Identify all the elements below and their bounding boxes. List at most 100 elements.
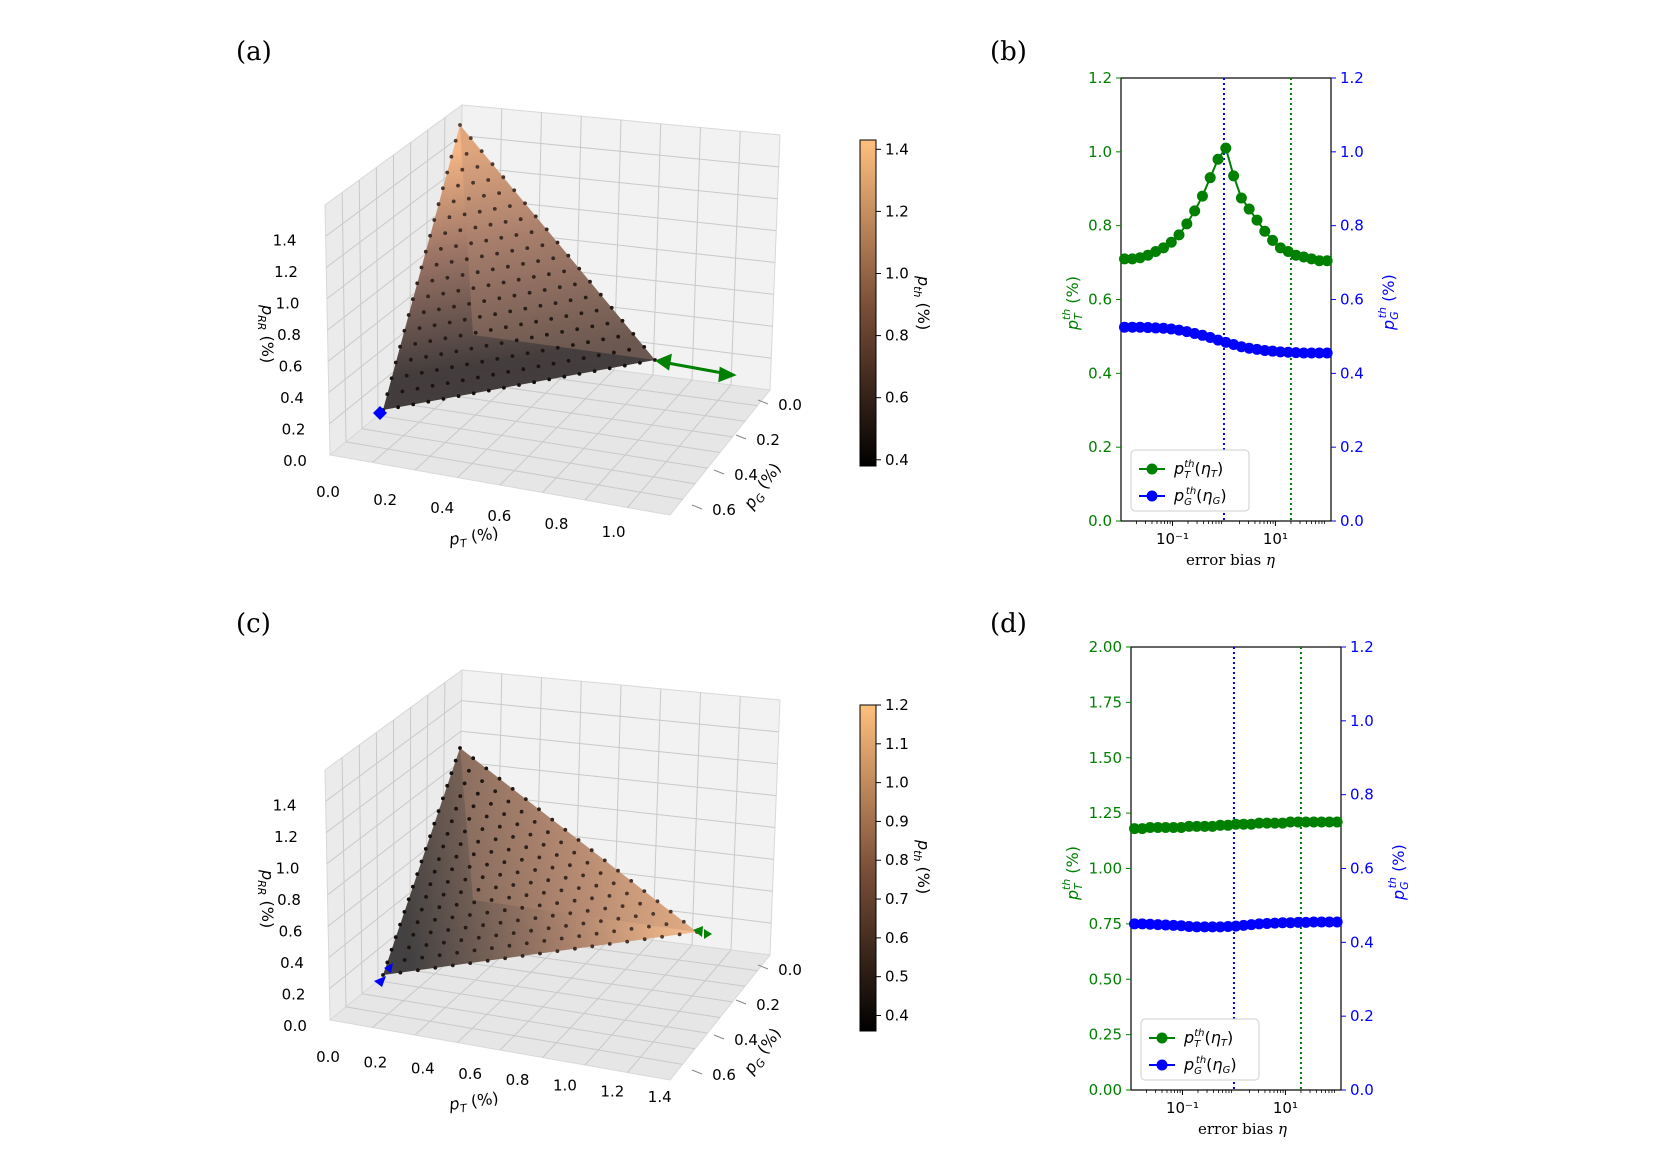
grid-line <box>652 688 662 941</box>
surface-point <box>502 908 507 913</box>
surface-point <box>468 961 473 965</box>
grid-line <box>325 700 462 802</box>
data-point <box>1316 916 1328 928</box>
data-point <box>1251 214 1263 226</box>
data-point <box>1157 242 1169 254</box>
surface-point <box>423 249 428 254</box>
right-tick-label: 1.2 <box>1340 69 1364 87</box>
data-point <box>1144 822 1156 834</box>
grid-line <box>460 761 777 797</box>
surface-point <box>402 958 407 962</box>
z-tick-label: 0.4 <box>280 389 304 407</box>
panel-d-line-plot: 0.00 0.25 0.50 0.75 1.00 1.25 1.50 1.75 2.00 0.0… <box>1060 638 1411 1138</box>
surface-point <box>507 895 511 900</box>
surface-point <box>488 328 493 332</box>
surface-point <box>511 883 516 887</box>
data-point <box>1261 918 1273 930</box>
surface-point <box>497 296 502 301</box>
left-tick-label: 0.8 <box>1088 217 1112 235</box>
surface-point <box>607 366 612 371</box>
surface-point <box>497 776 502 781</box>
surface-point <box>602 858 607 863</box>
surface-point <box>592 369 597 373</box>
surface-point <box>432 869 437 874</box>
surface-point <box>469 241 473 246</box>
surface-point <box>385 960 390 965</box>
z-tick-label: 0.6 <box>279 923 303 941</box>
legend-entry-green: pTth(ηT) <box>1183 1028 1233 1050</box>
grid-line <box>460 165 778 200</box>
surface-point <box>557 285 562 290</box>
surface-point <box>586 340 590 345</box>
x-tick-label: 0.4 <box>430 499 454 517</box>
surface-point <box>506 799 511 804</box>
grid-line <box>584 944 693 1066</box>
x-tick-label: 10⁻¹ <box>1166 1099 1199 1117</box>
data-point <box>1136 918 1148 930</box>
surface-point <box>454 902 459 907</box>
surface-point <box>447 215 452 220</box>
surface-point <box>490 946 494 950</box>
surface-point <box>527 290 532 295</box>
right-tick-label: 0.6 <box>1350 860 1374 878</box>
green-marker <box>693 926 712 939</box>
surface-point <box>516 277 521 282</box>
right-axis-label: pGth (%) <box>1376 274 1401 331</box>
grid-line <box>584 379 693 501</box>
data-point <box>1308 816 1320 828</box>
surface-point <box>411 932 416 937</box>
data-point <box>1167 919 1179 931</box>
right-tick-label: 0.4 <box>1350 933 1374 951</box>
surface-point <box>554 853 559 857</box>
surface-point <box>458 746 462 750</box>
surface-points <box>381 123 657 412</box>
surface-points <box>381 746 699 977</box>
data-point <box>1321 347 1333 359</box>
grid-line <box>691 692 701 946</box>
data-point <box>1189 205 1201 217</box>
right-tick-label: 0.2 <box>1340 438 1364 456</box>
surface-point <box>544 227 549 232</box>
surface-point <box>523 797 528 801</box>
surface-point <box>486 178 491 182</box>
grid-line <box>325 730 462 833</box>
surface-point <box>416 968 420 973</box>
surface-point <box>442 940 446 945</box>
surface-point <box>445 381 450 385</box>
surface-point <box>463 925 468 930</box>
x-axis-ticks: 10⁻¹ 10¹ <box>1146 1090 1335 1117</box>
surface-point <box>419 265 424 270</box>
surface-point <box>480 779 484 783</box>
surface-point <box>432 323 437 328</box>
surface-point <box>449 260 454 264</box>
surface-point <box>575 327 580 332</box>
surface-point <box>472 900 477 905</box>
right-tick-label: 1.0 <box>1350 712 1374 730</box>
z-tick-label: 0.8 <box>277 326 301 344</box>
grid-line <box>409 388 733 438</box>
surface-point <box>553 301 558 305</box>
left-tick-label: 0.00 <box>1089 1081 1122 1099</box>
data-point <box>1313 255 1325 267</box>
surface-point <box>532 820 537 824</box>
data-point <box>1238 818 1250 830</box>
colorbar <box>859 704 877 1032</box>
surface-point <box>508 309 513 314</box>
surface-point <box>489 802 493 806</box>
blue-marker <box>373 406 387 420</box>
surface-point <box>480 827 485 831</box>
surface-point <box>546 878 551 883</box>
surface-point <box>642 345 647 349</box>
surface-point <box>485 862 489 867</box>
grid-line <box>691 127 701 381</box>
right-axis-ticks: 0.0 0.2 0.4 0.6 0.8 1.0 1.2 <box>1341 638 1374 1099</box>
surface-point <box>506 370 511 374</box>
y-tick-label: 0.4 <box>734 466 758 484</box>
right-axis-label: pGth (%) <box>1386 844 1411 901</box>
grid-line <box>627 949 732 1073</box>
z-tick-label: 1.4 <box>273 797 297 815</box>
surface-point <box>424 355 428 359</box>
left-tick-label: 1.75 <box>1089 693 1122 711</box>
surface-point <box>559 840 563 845</box>
surface-point <box>466 196 471 201</box>
